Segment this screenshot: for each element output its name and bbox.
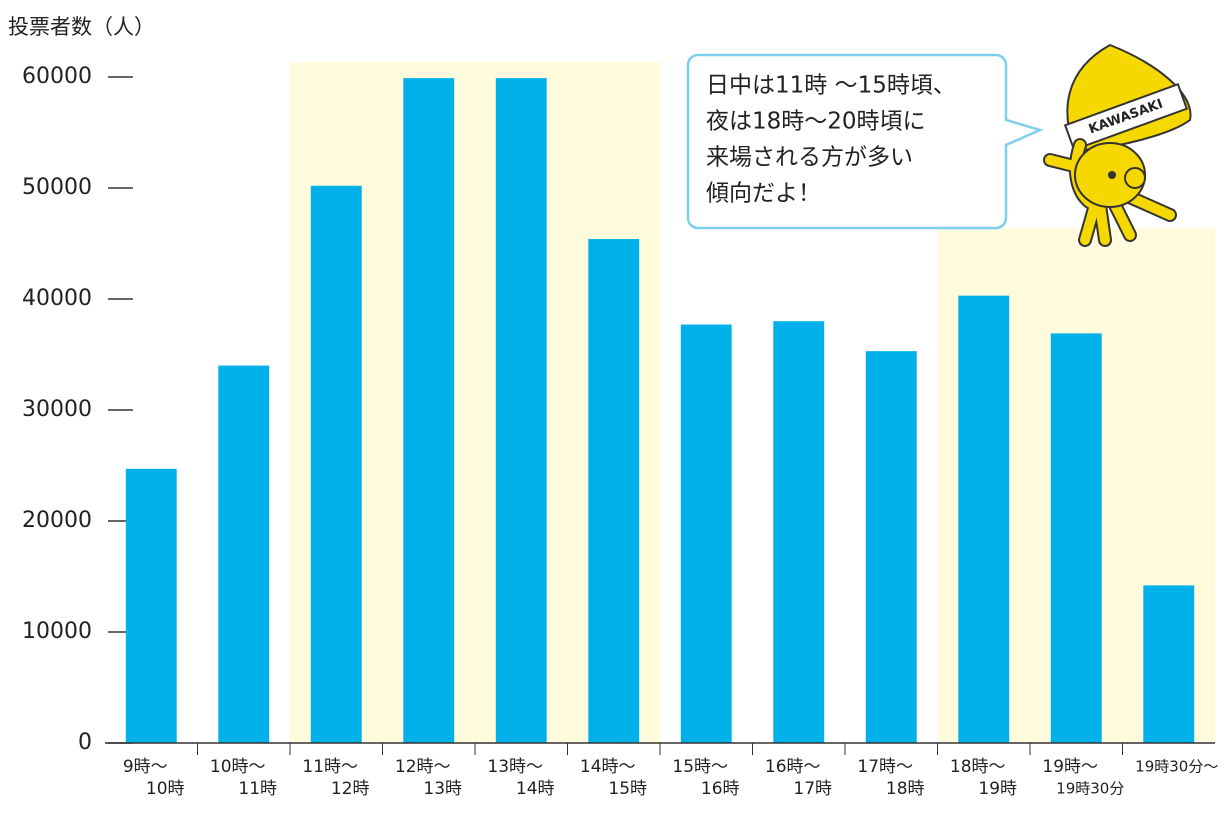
- bar: [958, 295, 1010, 743]
- callout-text: 夜は18時～20時頃に: [706, 109, 926, 135]
- x-tick-label: 12時: [331, 779, 370, 799]
- bar: [588, 239, 640, 743]
- x-tick-label: 13時～: [487, 757, 543, 777]
- y-tick-label: 50000: [22, 175, 92, 200]
- callout-bubble: [686, 53, 1044, 230]
- mascot: KAWASAKI: [1043, 43, 1192, 247]
- bar: [773, 321, 825, 743]
- callout-text: 傾向だよ！: [706, 181, 821, 207]
- y-axis-label: 投票者数（人）: [8, 15, 155, 39]
- bar: [218, 365, 270, 743]
- x-tick-label: 9時～: [123, 757, 168, 777]
- x-tick-label: 14時～: [580, 757, 636, 777]
- bar: [495, 78, 547, 744]
- x-tick-label: 16時: [701, 779, 740, 799]
- y-tick-label: 60000: [22, 64, 92, 89]
- bar: [1050, 333, 1102, 743]
- x-tick-label: 11時: [238, 779, 277, 799]
- x-tick-label: 17時～: [857, 757, 913, 777]
- y-tick-label: 10000: [22, 619, 92, 644]
- x-tick-label: 15時～: [672, 757, 728, 777]
- x-tick-label: 19時30分～: [1135, 758, 1218, 776]
- y-tick-label: 30000: [22, 397, 92, 422]
- x-tick-label: 17時: [793, 779, 832, 799]
- y-tick-label: 0: [78, 730, 92, 755]
- x-tick-label: 18時～: [950, 757, 1006, 777]
- y-tick-label: 40000: [22, 286, 92, 311]
- x-tick-label: 19時～: [1042, 757, 1098, 777]
- x-tick-label: 19時: [978, 779, 1017, 799]
- x-tick-label: 13時: [423, 779, 462, 799]
- x-tick-label: 10時～: [210, 757, 266, 777]
- x-tick-label: 18時: [886, 779, 925, 799]
- x-tick-label: 14時: [516, 779, 555, 799]
- x-tick-label: 19時30分: [1056, 780, 1124, 798]
- x-tick-label: 11時～: [302, 757, 358, 777]
- x-tick-label: 12時～: [395, 757, 451, 777]
- bar: [865, 351, 917, 743]
- callout-text: 来場される方が多い: [706, 145, 913, 171]
- x-tick-label: 10時: [146, 779, 185, 799]
- bar: [403, 78, 455, 744]
- x-tick-label: 15時: [608, 779, 647, 799]
- y-tick-label: 20000: [22, 508, 92, 533]
- bar: [310, 185, 362, 743]
- callout-text: 日中は11時 ～15時頃、: [706, 73, 956, 99]
- bar: [125, 468, 177, 743]
- x-tick-label: 16時～: [765, 757, 821, 777]
- bar: [680, 324, 732, 743]
- bar: [1143, 585, 1195, 743]
